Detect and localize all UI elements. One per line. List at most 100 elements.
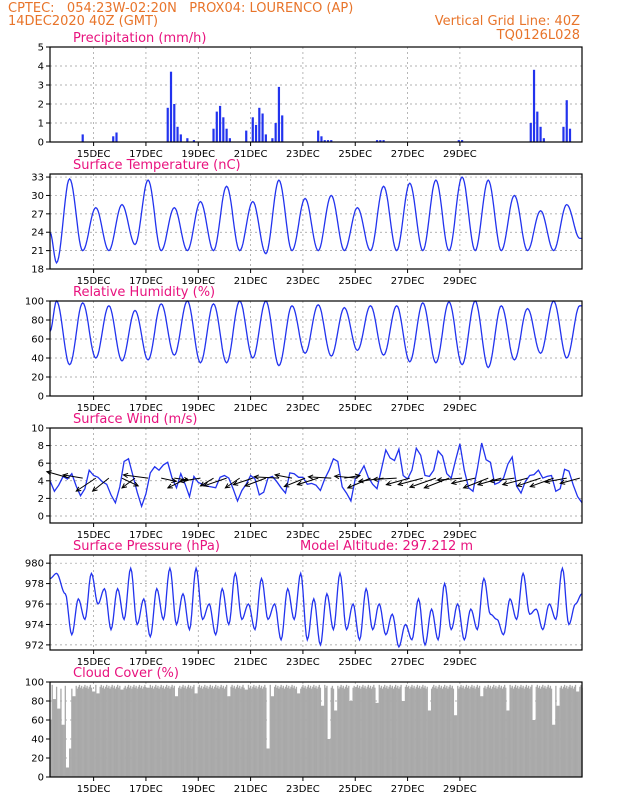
cloud-bar (546, 686, 548, 777)
y-tick-label: 2 (38, 494, 44, 505)
cloud-bar (549, 685, 552, 777)
precip-bar (326, 140, 330, 142)
cloud-bar (62, 724, 64, 777)
cloud-bar (95, 684, 97, 777)
cloud-bar (397, 685, 399, 777)
cloud-bar (445, 687, 447, 777)
cloud-bar (79, 687, 82, 777)
cloud-bar (522, 685, 524, 777)
cloud-bar (571, 685, 573, 777)
cloud-bar (570, 687, 572, 777)
cloud-bar (535, 686, 537, 777)
cloud-bar (548, 687, 550, 777)
cloud-bar (171, 684, 173, 777)
cloud-bar (367, 684, 370, 777)
x-tick-label: 15DEC (77, 276, 111, 287)
y-tick-label: 4 (38, 476, 44, 487)
cloud-bar (172, 687, 174, 777)
cloud-bar (550, 688, 553, 777)
cloud-bar (496, 688, 498, 777)
cloud-bar (428, 710, 431, 777)
cloud-bar (492, 686, 494, 777)
cloud-bar (556, 705, 558, 777)
cloud-bar (381, 688, 384, 777)
cloud-bar (523, 688, 525, 777)
cloud-bar (74, 696, 76, 777)
cloud-bar (270, 696, 273, 777)
precip-bar (179, 134, 182, 142)
cloud-bar (223, 688, 226, 777)
cloud-bar (314, 687, 316, 777)
y-tick-label: 20 (31, 754, 44, 765)
cloud-bar (202, 688, 204, 777)
cloud-bar (122, 689, 124, 777)
cloud-bar (220, 684, 222, 777)
y-tick-label: 60 (31, 716, 44, 727)
y-tick-label: 21 (31, 246, 44, 257)
cloud-bar (291, 684, 293, 777)
wind-vector (386, 477, 410, 486)
x-tick-label: 19DEC (181, 149, 215, 160)
cloud-bar (382, 686, 385, 777)
cloud-bar (485, 688, 487, 777)
cloud-bar (525, 684, 528, 777)
cloud-bar (326, 685, 328, 777)
cloud-bar (194, 693, 196, 777)
cloud-bar (242, 684, 244, 777)
cloud-bar (241, 686, 243, 777)
wind-vector-head (273, 473, 281, 479)
x-tick-label: 25DEC (338, 784, 372, 795)
wind-vector (437, 477, 463, 481)
cloud-bar (204, 684, 206, 777)
cloud-bar (169, 688, 171, 777)
cloud-bar (302, 684, 304, 777)
cloud-bar (231, 684, 233, 777)
precip-bar (251, 117, 254, 142)
cloud-bar (96, 693, 98, 777)
cloud-bar (415, 686, 417, 777)
cloud-bar (536, 684, 539, 777)
cloud-bar (565, 687, 567, 777)
y-tick-label: 40 (31, 735, 44, 746)
cloud-bar (506, 710, 508, 777)
cloud-bar (411, 684, 413, 777)
cloud-bar (366, 686, 368, 777)
panel-frame (49, 300, 583, 397)
cloud-bar (87, 688, 89, 777)
cloud-bar (208, 686, 210, 777)
cloud-bar (495, 685, 497, 777)
cloud-bar (325, 687, 327, 777)
wind-vector (203, 477, 227, 487)
cloud-bar (127, 684, 130, 777)
cloud-bar (101, 687, 104, 777)
cloud-bar (436, 688, 438, 777)
cloud-bar (357, 687, 360, 777)
wind-vector (334, 475, 358, 479)
precip-bar (529, 123, 532, 142)
cloud-bar (476, 684, 479, 777)
x-tick-label: 19DEC (181, 530, 215, 541)
cloud-bar (222, 685, 225, 777)
cloud-bar (218, 688, 220, 777)
wind-vector-head (488, 478, 495, 484)
cloud-bar (566, 685, 568, 777)
cloud-bar (111, 684, 113, 777)
cloud-bar (459, 686, 461, 777)
cloud-bar (57, 708, 59, 777)
cloud-bar (294, 688, 296, 777)
cloud-bar (116, 684, 119, 777)
wind-vector (225, 477, 240, 489)
cloud-bar (498, 684, 500, 777)
cloud-bar (349, 701, 351, 777)
cloud-bar (181, 686, 183, 777)
cloud-bar (51, 684, 53, 777)
cloud-bar (229, 696, 231, 777)
x-tick-label: 23DEC (286, 657, 320, 668)
precip-bar (225, 128, 228, 142)
cloud-bar (58, 708, 60, 777)
cloud-bar (207, 688, 209, 777)
cloud-bar (140, 685, 143, 777)
cloud-bar (490, 688, 493, 777)
cloud-bar (507, 710, 509, 777)
cloud-bar (483, 687, 485, 777)
